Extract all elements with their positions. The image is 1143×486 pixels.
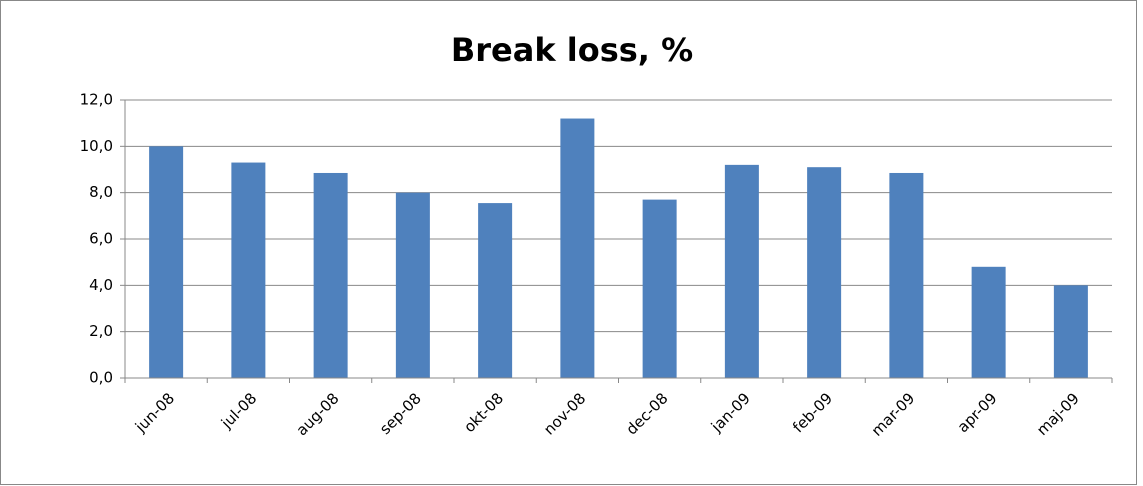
chart-title: Break loss, % [451,31,693,69]
y-tick-label: 10,0 [80,137,113,155]
y-tick-label: 6,0 [89,230,113,248]
bar [642,199,677,378]
bar [807,167,842,378]
y-tick-label: 0,0 [89,369,113,387]
bar [149,146,184,378]
y-tick-label: 12,0 [80,91,113,109]
bar [889,172,924,378]
bar [231,162,266,378]
y-tick-label: 2,0 [89,322,113,340]
bar [478,203,513,378]
bar [395,192,430,378]
y-tick-label: 4,0 [89,276,113,294]
bar [971,266,1006,378]
bar [560,118,595,379]
bar [1053,285,1088,378]
y-tick-label: 8,0 [89,183,113,201]
bar [313,172,348,378]
bar [724,164,759,378]
